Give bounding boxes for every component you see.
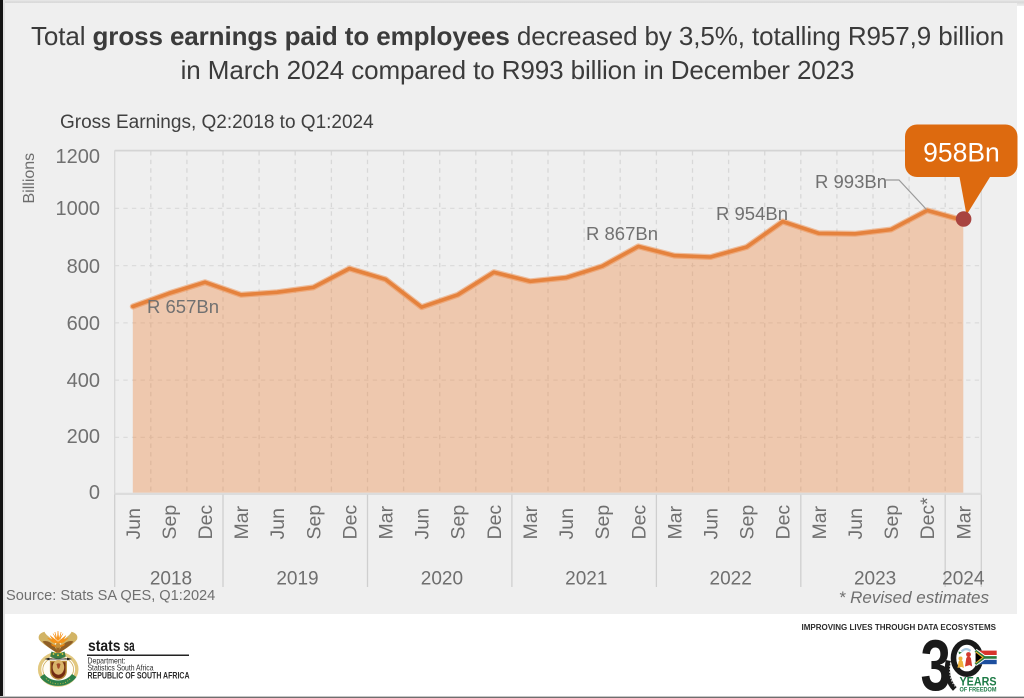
svg-text:Statistics South Africa: Statistics South Africa [88, 663, 154, 672]
svg-text:Department:: Department: [88, 657, 126, 666]
svg-text:200: 200 [67, 426, 100, 448]
svg-text:800: 800 [67, 256, 100, 278]
svg-text:Sep: Sep [448, 505, 470, 540]
svg-text:Mar: Mar [809, 505, 831, 539]
svg-text:Mar: Mar [664, 505, 686, 539]
svg-text:YEARS: YEARS [960, 676, 997, 688]
svg-text:Dec: Dec [195, 505, 217, 540]
svg-text:1000: 1000 [56, 198, 101, 220]
svg-text:2019: 2019 [276, 569, 318, 590]
svg-text:REPUBLIC OF SOUTH AFRICA: REPUBLIC OF SOUTH AFRICA [88, 670, 190, 681]
svg-text:Sep: Sep [592, 505, 614, 540]
svg-text:R 657Bn: R 657Bn [147, 296, 219, 317]
svg-text:2018: 2018 [150, 569, 192, 590]
svg-text:Billions: Billions [21, 153, 38, 204]
svg-text:R 993Bn: R 993Bn [815, 171, 887, 192]
svg-text:Jun: Jun [412, 508, 434, 539]
svg-text:Mar: Mar [376, 505, 398, 539]
svg-text:600: 600 [67, 313, 100, 335]
svg-text:Dec: Dec [484, 505, 506, 540]
svg-text:Jun: Jun [123, 508, 145, 539]
svg-text:Sep: Sep [881, 505, 903, 540]
svg-text:Jun: Jun [845, 508, 867, 539]
svg-text:400: 400 [67, 370, 100, 392]
svg-text:Sep: Sep [159, 505, 181, 540]
svg-text:958Bn: 958Bn [923, 138, 1000, 168]
svg-text:R 954Bn: R 954Bn [716, 203, 788, 224]
svg-text:Dec: Dec [773, 505, 795, 540]
svg-text:R 867Bn: R 867Bn [586, 223, 658, 244]
svg-text:Mar: Mar [231, 505, 253, 539]
svg-text:1200: 1200 [56, 146, 101, 168]
svg-text:stats: stats [88, 638, 121, 655]
svg-text:2022: 2022 [710, 569, 752, 590]
svg-text:Mar: Mar [520, 505, 542, 539]
svg-text:Dec: Dec [339, 505, 361, 540]
svg-text:sa: sa [124, 638, 135, 655]
svg-text:Jun: Jun [267, 508, 289, 539]
svg-text:0: 0 [89, 482, 100, 504]
svg-text:Jun: Jun [701, 508, 723, 539]
svg-text:2021: 2021 [565, 569, 607, 590]
svg-text:Jun: Jun [556, 508, 578, 539]
svg-text:2023: 2023 [854, 569, 896, 590]
svg-text:OF FREEDOM: OF FREEDOM [960, 687, 997, 694]
svg-text:Dec*: Dec* [917, 497, 939, 540]
svg-text:Mar: Mar [953, 505, 975, 539]
svg-text:Sep: Sep [737, 505, 759, 540]
svg-text:Dec: Dec [628, 505, 650, 540]
svg-text:Sep: Sep [303, 505, 325, 540]
svg-text:2024: 2024 [942, 569, 985, 590]
svg-text:2020: 2020 [421, 569, 463, 590]
